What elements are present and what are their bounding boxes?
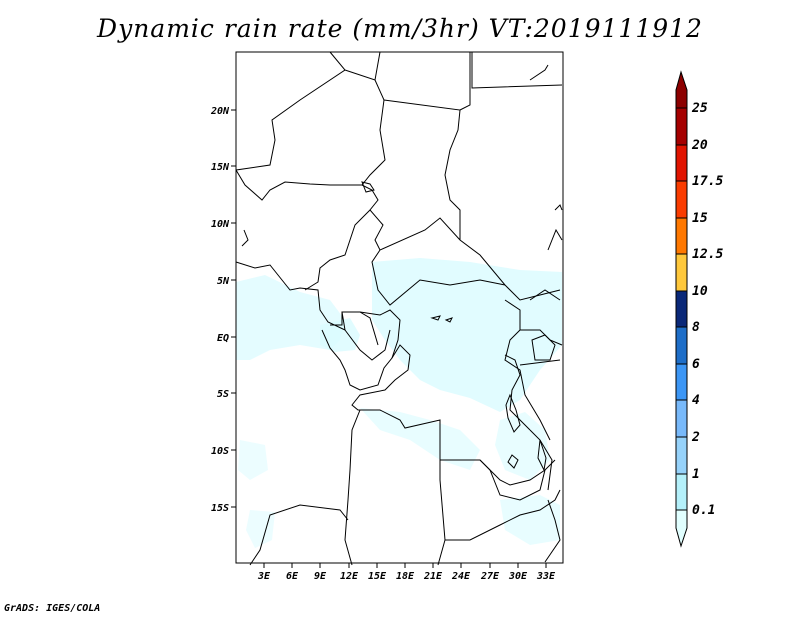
lake-volta (241, 229, 249, 247)
lat-label: 15S (211, 503, 229, 514)
colorbar-segment (675, 70, 688, 109)
colorbar-label: 25 (691, 101, 708, 116)
colorbar-label: 15 (692, 211, 708, 226)
colorbar-segment (675, 217, 688, 255)
colorbar (675, 70, 688, 548)
lon-label: 12E (340, 571, 359, 582)
rain-patch-gabon (320, 318, 360, 352)
lat-label: 5N (217, 276, 230, 287)
lakes (241, 181, 556, 472)
colorbar-segment (675, 473, 688, 511)
lat-label: 20N (210, 106, 230, 117)
colorbar-label: 17.5 (692, 174, 723, 189)
lat-label: EQ (217, 333, 229, 344)
colorbar-segment (675, 326, 688, 365)
rain-patch-sw2 (246, 510, 275, 548)
lake-small-2 (430, 315, 441, 321)
lon-label: 6E (286, 571, 299, 582)
colorbar-segment (675, 290, 688, 328)
rain-patch-south (360, 408, 480, 470)
rain-patch-southeast (500, 495, 560, 545)
lon-label: 15E (368, 571, 387, 582)
rain-patch-southwest (238, 440, 268, 480)
lon-label: 33E (536, 571, 556, 582)
map-frame (235, 51, 564, 564)
grads-credit: GrADS: IGES/COLA (4, 603, 101, 614)
lake-chad (361, 181, 375, 193)
colorbar-segment (675, 180, 688, 219)
lat-label: 10N (211, 219, 230, 230)
colorbar-label: 2 (691, 430, 700, 445)
lon-label: 21E (423, 571, 443, 582)
colorbar-label: 6 (692, 357, 700, 372)
rain-patch-central (372, 258, 562, 412)
lake-malawi (537, 439, 547, 472)
colorbar-label: 0.1 (692, 503, 715, 518)
lake-tanganyika (505, 393, 521, 433)
longitude-labels: 3E 6E 9E 12E 15E 18E 21E 24E 27E 30E 33E (257, 571, 556, 582)
colorbar-segment (675, 253, 688, 292)
colorbar-segment (675, 107, 688, 146)
lat-label: 10S (211, 446, 229, 457)
lake-small-1 (507, 454, 519, 469)
colorbar-label: 12.5 (692, 247, 723, 262)
colorbar-label: 10 (692, 284, 708, 299)
colorbar-segment (675, 509, 688, 548)
colorbar-segment (675, 363, 688, 401)
colorbar-labels: 0.1 1 2 4 6 8 10 12.5 15 17.5 20 25 (691, 101, 723, 518)
lat-label: 15N (211, 162, 230, 173)
lon-label: 30E (508, 571, 528, 582)
lat-label: 5S (217, 389, 229, 400)
colorbar-label: 1 (692, 467, 700, 482)
colorbar-label: 20 (691, 138, 708, 153)
lon-label: 27E (480, 571, 500, 582)
colorbar-label: 8 (692, 320, 700, 335)
rain-patches (236, 258, 562, 548)
latitude-labels: 20N 15N 10N 5N EQ 5S 10S 15S (210, 106, 230, 514)
lake-victoria (531, 334, 556, 361)
rain-patch-west (236, 275, 345, 360)
longitude-axis (263, 563, 547, 568)
lon-label: 3E (257, 571, 271, 582)
colorbar-segment (675, 399, 688, 438)
lake-small-3 (444, 317, 453, 323)
colorbar-label: 4 (692, 393, 700, 408)
lon-label: 9E (314, 571, 327, 582)
colorbar-segment (675, 436, 688, 475)
latitude-axis (231, 109, 236, 508)
map-title: Dynamic rain rate (mm/3hr) VT:2019111912 (97, 14, 703, 43)
lon-label: 18E (396, 571, 415, 582)
colorbar-segment (675, 144, 688, 182)
lon-label: 24E (451, 571, 471, 582)
country-borders (235, 51, 563, 566)
